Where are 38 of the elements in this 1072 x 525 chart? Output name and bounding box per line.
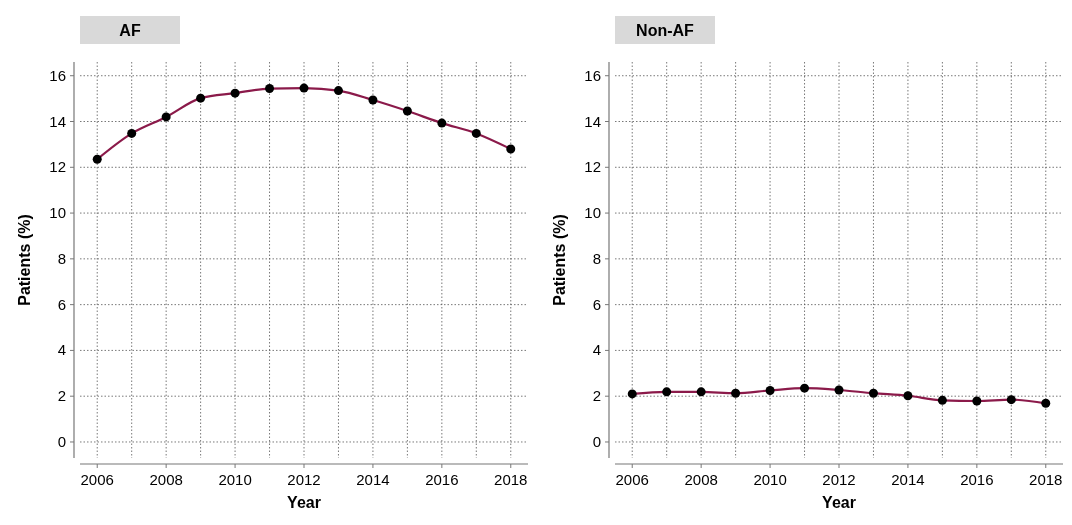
y-tick-label: 4 bbox=[57, 341, 66, 359]
y-tick-label: 14 bbox=[49, 112, 66, 130]
x-tick-label: 2006 bbox=[615, 471, 649, 488]
x-tick-label: 2008 bbox=[684, 471, 718, 488]
x-tick-label: 2018 bbox=[1029, 471, 1063, 488]
y-axis-title: Patients (%) bbox=[551, 214, 568, 306]
y-tick-label: 0 bbox=[592, 432, 601, 450]
y-tick-label: 8 bbox=[57, 249, 66, 267]
y-tick-label: 10 bbox=[584, 204, 601, 222]
x-axis-title: Year bbox=[822, 494, 856, 511]
x-tick-label: 2012 bbox=[822, 471, 856, 488]
chart-title: Non-AF bbox=[636, 22, 695, 39]
y-tick-label: 14 bbox=[584, 112, 601, 130]
x-tick-label: 2014 bbox=[356, 471, 390, 488]
y-tick-label: 6 bbox=[57, 295, 66, 313]
y-tick-label: 6 bbox=[592, 295, 601, 313]
y-tick-label: 10 bbox=[49, 204, 66, 222]
x-tick-label: 2018 bbox=[494, 471, 528, 488]
y-tick-label: 0 bbox=[57, 432, 66, 450]
x-axis-title: Year bbox=[287, 494, 321, 511]
y-tick-label: 16 bbox=[584, 66, 601, 84]
x-tick-label: 2014 bbox=[891, 471, 925, 488]
y-tick-label: 16 bbox=[49, 66, 66, 84]
y-tick-label: 8 bbox=[592, 249, 601, 267]
y-tick-label: 2 bbox=[592, 387, 601, 405]
x-tick-label: 2012 bbox=[287, 471, 321, 488]
chart-title: AF bbox=[119, 22, 141, 39]
x-tick-label: 2006 bbox=[80, 471, 114, 488]
y-axis-title: Patients (%) bbox=[16, 214, 33, 306]
y-tick-label: 4 bbox=[592, 341, 601, 359]
y-tick-label: 2 bbox=[57, 387, 66, 405]
x-tick-label: 2016 bbox=[425, 471, 459, 488]
x-tick-label: 2010 bbox=[218, 471, 252, 488]
x-tick-label: 2010 bbox=[753, 471, 787, 488]
y-tick-label: 12 bbox=[584, 158, 601, 176]
x-tick-label: 2016 bbox=[960, 471, 994, 488]
x-tick-label: 2008 bbox=[149, 471, 183, 488]
y-tick-label: 12 bbox=[49, 158, 66, 176]
